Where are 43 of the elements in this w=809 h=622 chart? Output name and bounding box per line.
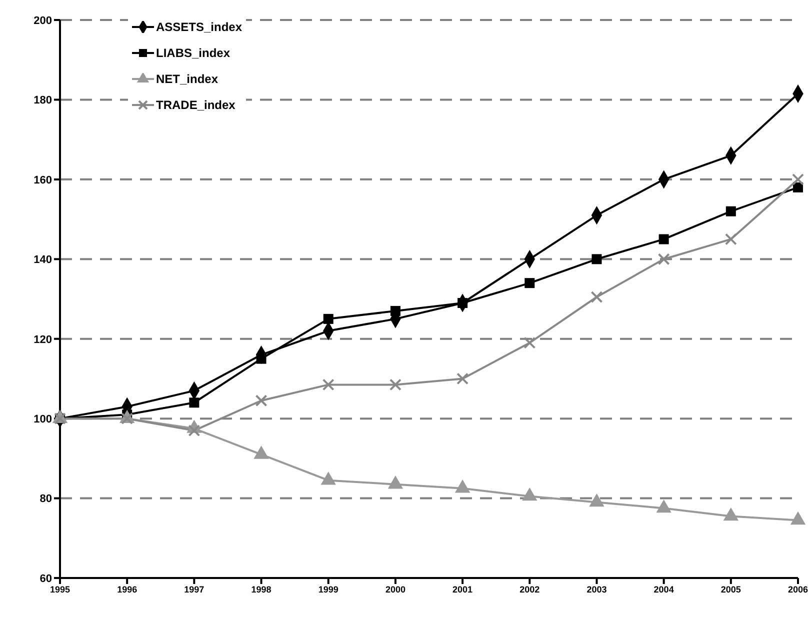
point	[592, 254, 602, 264]
point	[188, 424, 200, 437]
x-tick-label: 2004	[654, 584, 674, 594]
legend-label: LIABS_index	[156, 45, 230, 62]
x-tick-label: 2006	[788, 584, 808, 594]
point	[456, 372, 469, 385]
x-tick-label: 1997	[184, 584, 204, 594]
legend-label: ASSETS_index	[156, 19, 242, 36]
point	[323, 314, 334, 324]
x-tick-label: 1996	[117, 584, 138, 594]
y-tick-label: 100	[34, 413, 52, 426]
point	[121, 412, 134, 425]
y-tick-label: 80	[40, 493, 52, 506]
x-tick-label: 1995	[50, 584, 70, 594]
point	[524, 278, 535, 288]
point	[255, 394, 268, 407]
x-tick-label: 2003	[586, 584, 607, 594]
legend-label: NET_index	[156, 71, 218, 88]
x-tick-label: 1998	[251, 584, 272, 594]
point	[524, 336, 536, 349]
legend-label: TRADE_index	[156, 97, 236, 114]
point	[658, 253, 670, 266]
point	[793, 182, 803, 192]
point	[726, 206, 736, 216]
y-tick-label: 200	[34, 14, 52, 27]
x-tick-label: 2000	[385, 584, 406, 594]
point	[322, 378, 334, 391]
x-tick-label: 2001	[452, 584, 473, 594]
point	[389, 378, 402, 391]
y-tick-label: 140	[34, 254, 52, 266]
x-tick-label: 1999	[318, 584, 338, 594]
y-tick-label: 180	[34, 94, 52, 107]
point	[390, 306, 400, 316]
point	[189, 398, 200, 408]
x-tick-label: 2002	[520, 584, 540, 594]
point	[724, 233, 737, 246]
point	[792, 173, 804, 186]
point	[658, 234, 669, 244]
point	[590, 291, 603, 304]
x-tick-label: 2005	[720, 584, 741, 594]
y-tick-label: 120	[34, 334, 52, 346]
y-tick-label: 160	[34, 174, 52, 186]
y-tick-label: 60	[40, 572, 52, 585]
